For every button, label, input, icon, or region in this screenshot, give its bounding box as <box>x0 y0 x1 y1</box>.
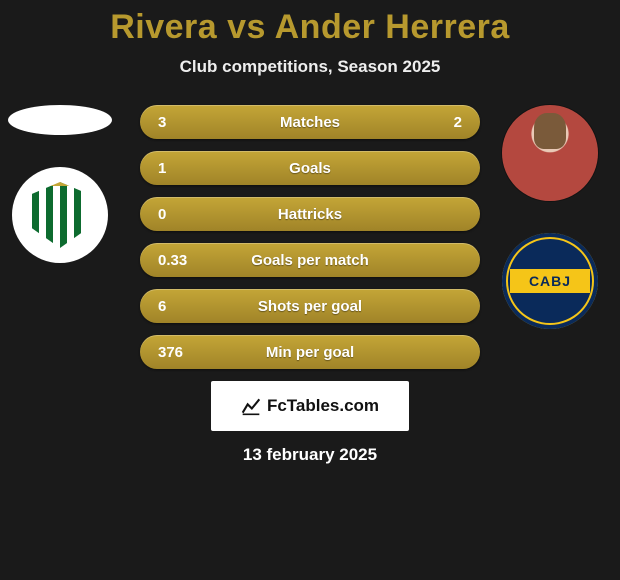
player-avatar <box>502 105 598 201</box>
boca-abbrev: CABJ <box>502 273 598 289</box>
stats-area: CABJ 3Matches2 1Goals 0Hattricks 0.33Goals … <box>0 105 620 369</box>
stat-label: Hattricks <box>208 206 412 223</box>
right-player-column: CABJ <box>502 105 598 329</box>
infographic-container: Rivera vs Ander Herrera Club competition… <box>0 0 620 465</box>
stat-right-value: 2 <box>412 114 462 131</box>
stat-row: 0Hattricks <box>140 197 480 231</box>
stat-left-value: 376 <box>158 344 208 361</box>
date-line: 13 february 2025 <box>0 445 620 465</box>
club-badge-right: CABJ <box>502 233 598 329</box>
stat-label: Goals <box>208 160 412 177</box>
brand-box: FcTables.com <box>211 381 409 431</box>
stat-label: Matches <box>208 114 412 131</box>
stat-label: Min per goal <box>208 344 412 361</box>
banfield-shield-icon <box>32 182 88 248</box>
club-badge-left <box>12 167 108 263</box>
stat-row: 6Shots per goal <box>140 289 480 323</box>
stat-row: 1Goals <box>140 151 480 185</box>
stat-left-value: 3 <box>158 114 208 131</box>
left-player-column <box>8 105 112 263</box>
stat-left-value: 1 <box>158 160 208 177</box>
brand-name: FcTables.com <box>267 396 379 416</box>
comparison-title: Rivera vs Ander Herrera <box>0 8 620 47</box>
stat-row: 3Matches2 <box>140 105 480 139</box>
stat-left-value: 0.33 <box>158 252 208 269</box>
stat-label: Goals per match <box>208 252 412 269</box>
player-avatar-placeholder <box>8 105 112 135</box>
stat-left-value: 0 <box>158 206 208 223</box>
stat-label: Shots per goal <box>208 298 412 315</box>
stat-left-value: 6 <box>158 298 208 315</box>
comparison-subtitle: Club competitions, Season 2025 <box>0 57 620 77</box>
chart-line-icon <box>241 396 261 416</box>
stat-row: 376Min per goal <box>140 335 480 369</box>
stat-row: 0.33Goals per match <box>140 243 480 277</box>
